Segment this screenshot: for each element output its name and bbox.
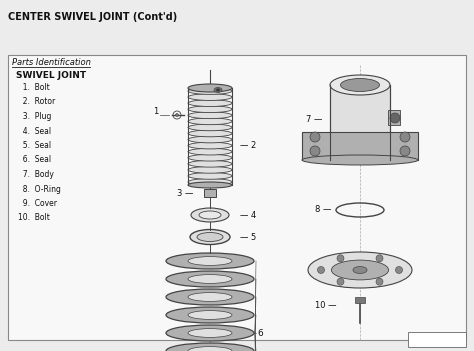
Ellipse shape xyxy=(188,311,232,319)
Ellipse shape xyxy=(188,106,232,113)
Circle shape xyxy=(395,266,402,273)
Ellipse shape xyxy=(188,130,232,137)
Ellipse shape xyxy=(175,113,179,117)
Ellipse shape xyxy=(188,142,232,149)
Ellipse shape xyxy=(166,325,254,341)
Circle shape xyxy=(310,132,320,142)
Ellipse shape xyxy=(191,208,229,222)
Ellipse shape xyxy=(188,329,232,337)
Ellipse shape xyxy=(188,346,232,351)
Bar xyxy=(204,189,216,197)
Bar xyxy=(388,110,400,125)
Text: — 2: — 2 xyxy=(240,140,256,150)
Ellipse shape xyxy=(166,307,254,323)
Circle shape xyxy=(400,132,410,142)
Ellipse shape xyxy=(188,148,232,155)
Ellipse shape xyxy=(188,136,232,143)
Text: 7 —: 7 — xyxy=(306,115,322,125)
Text: 1.  Bolt: 1. Bolt xyxy=(18,83,50,92)
Circle shape xyxy=(376,255,383,262)
Ellipse shape xyxy=(199,211,221,219)
Ellipse shape xyxy=(166,289,254,305)
Text: — 5: — 5 xyxy=(240,232,256,241)
Bar xyxy=(302,132,418,160)
Ellipse shape xyxy=(308,252,412,288)
Text: 3.  Plug: 3. Plug xyxy=(18,112,51,121)
Ellipse shape xyxy=(216,89,220,91)
Text: 7.  Body: 7. Body xyxy=(18,170,54,179)
Ellipse shape xyxy=(188,94,232,100)
Text: D-2250: D-2250 xyxy=(423,335,451,344)
Text: 3 —: 3 — xyxy=(177,188,193,198)
Text: 9 —: 9 — xyxy=(315,265,331,274)
Bar xyxy=(8,55,466,340)
Text: 6.  Seal: 6. Seal xyxy=(18,155,51,165)
Text: 8.  O-Ring: 8. O-Ring xyxy=(18,185,61,193)
Bar xyxy=(330,85,390,160)
Text: 1: 1 xyxy=(153,107,158,117)
Text: 10 —: 10 — xyxy=(315,300,337,310)
Ellipse shape xyxy=(330,75,390,95)
Circle shape xyxy=(390,113,400,123)
Ellipse shape xyxy=(197,232,223,241)
Ellipse shape xyxy=(188,173,232,179)
Ellipse shape xyxy=(188,182,232,188)
Ellipse shape xyxy=(188,124,232,131)
Text: 10.  Bolt: 10. Bolt xyxy=(18,213,50,223)
Text: 2.  Rotor: 2. Rotor xyxy=(18,98,55,106)
Bar xyxy=(408,332,466,347)
Text: 4.  Seal: 4. Seal xyxy=(18,126,51,135)
Ellipse shape xyxy=(188,84,232,92)
Text: 9.  Cover: 9. Cover xyxy=(18,199,57,208)
Ellipse shape xyxy=(331,260,389,280)
Text: Parts Identification: Parts Identification xyxy=(12,58,91,67)
Ellipse shape xyxy=(353,266,367,273)
Text: SWIVEL JOINT: SWIVEL JOINT xyxy=(16,71,86,80)
Text: CENTER SWIVEL JOINT (Cont'd): CENTER SWIVEL JOINT (Cont'd) xyxy=(8,12,177,22)
Text: 5.  Seal: 5. Seal xyxy=(18,141,51,150)
Circle shape xyxy=(337,255,344,262)
Ellipse shape xyxy=(188,118,232,125)
Circle shape xyxy=(400,146,410,156)
Circle shape xyxy=(337,278,344,285)
Ellipse shape xyxy=(188,154,232,161)
Ellipse shape xyxy=(214,87,222,93)
Ellipse shape xyxy=(188,160,232,167)
Ellipse shape xyxy=(166,271,254,287)
Text: — 4: — 4 xyxy=(240,211,256,219)
Ellipse shape xyxy=(188,257,232,265)
Bar xyxy=(355,297,365,303)
Circle shape xyxy=(376,278,383,285)
Ellipse shape xyxy=(166,253,254,269)
Text: 6: 6 xyxy=(257,329,263,338)
Text: 8 —: 8 — xyxy=(315,205,331,214)
Ellipse shape xyxy=(188,88,232,94)
Ellipse shape xyxy=(166,343,254,351)
Ellipse shape xyxy=(190,230,230,245)
Ellipse shape xyxy=(188,179,232,185)
Ellipse shape xyxy=(188,112,232,119)
Ellipse shape xyxy=(188,100,232,106)
Circle shape xyxy=(310,146,320,156)
Ellipse shape xyxy=(188,293,232,302)
Ellipse shape xyxy=(188,166,232,173)
Ellipse shape xyxy=(302,155,418,165)
Ellipse shape xyxy=(340,79,380,92)
Circle shape xyxy=(318,266,325,273)
Ellipse shape xyxy=(188,274,232,283)
